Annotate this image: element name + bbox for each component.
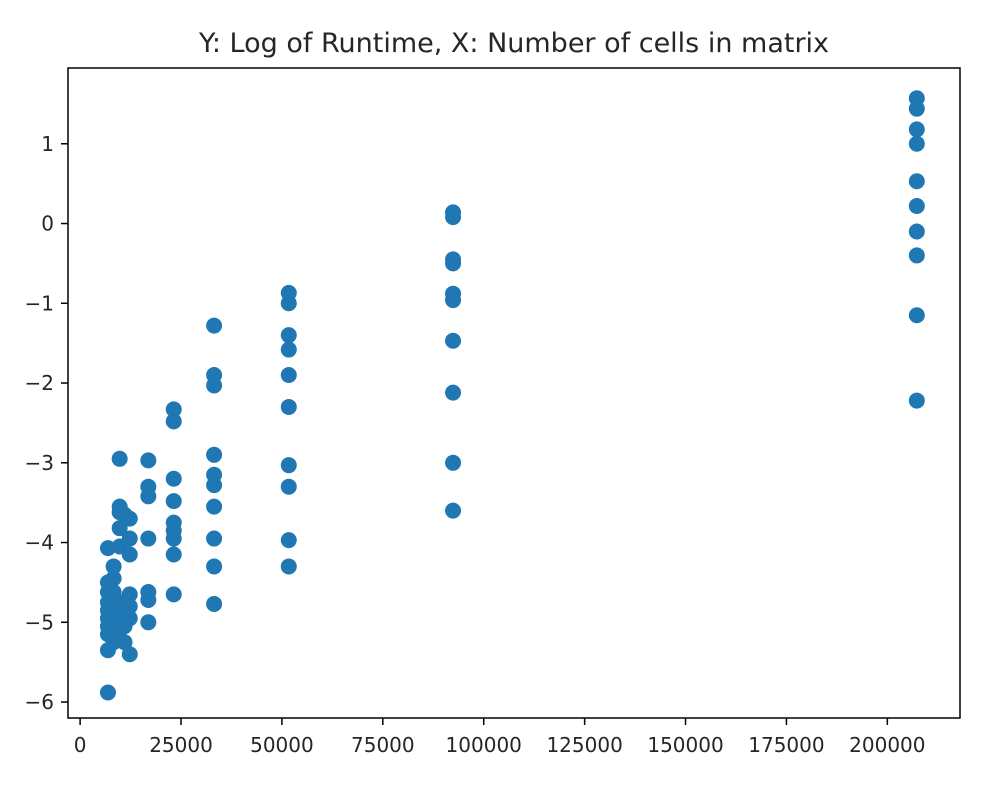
scatter-point — [908, 135, 925, 152]
x-tick-label: 200000 — [849, 733, 925, 757]
scatter-point — [206, 466, 223, 483]
scatter-point — [140, 530, 157, 547]
scatter-point — [908, 223, 925, 240]
scatter-point — [280, 532, 297, 549]
scatter-point — [280, 367, 297, 384]
scatter-point — [445, 384, 462, 401]
y-tick-label: 0 — [41, 212, 54, 236]
scatter-point — [116, 634, 133, 651]
y-tick-label: −4 — [25, 531, 54, 555]
x-tick-label: 150000 — [647, 733, 723, 757]
scatter-point — [445, 332, 462, 349]
y-tick-label: 1 — [41, 132, 54, 156]
scatter-point — [206, 595, 223, 612]
scatter-point — [908, 197, 925, 214]
scatter-point — [105, 570, 122, 587]
scatter-point — [165, 413, 182, 430]
scatter-point — [111, 520, 128, 537]
y-tick-label: −6 — [25, 690, 54, 714]
scatter-point — [140, 452, 157, 469]
scatter-point — [121, 530, 138, 547]
scatter-point — [140, 614, 157, 631]
scatter-point — [165, 401, 182, 418]
y-tick-label: −2 — [25, 371, 54, 395]
scatter-point — [280, 341, 297, 358]
scatter-point — [121, 586, 138, 603]
scatter-point — [105, 558, 122, 575]
scatter-point — [165, 493, 182, 510]
scatter-point — [445, 251, 462, 268]
scatter-point — [280, 398, 297, 415]
plot-frame — [67, 67, 961, 719]
scatter-point — [280, 478, 297, 495]
scatter-point — [908, 173, 925, 190]
scatter-point — [206, 367, 223, 384]
data-points — [99, 90, 925, 701]
scatter-point — [121, 646, 138, 663]
scatter-point — [908, 90, 925, 107]
scatter-point — [121, 546, 138, 563]
chart-title: Y: Log of Runtime, X: Number of cells in… — [198, 28, 829, 59]
axes: 0 25000 50000 75000 100000 125000 150000 175000… — [25, 67, 961, 757]
x-tick-label: 175000 — [748, 733, 824, 757]
scatter-point — [121, 510, 138, 527]
scatter-point — [165, 470, 182, 487]
x-tick-label: 25000 — [149, 733, 213, 757]
scatter-point — [445, 285, 462, 302]
scatter-point — [908, 392, 925, 409]
scatter-point — [99, 684, 116, 701]
y-tick-label: −1 — [25, 291, 54, 315]
y-tick-label: −5 — [25, 610, 54, 634]
scatter-point — [165, 514, 182, 531]
scatter-point — [165, 586, 182, 603]
scatter-point — [206, 530, 223, 547]
scatter-point — [280, 284, 297, 301]
x-tick-label: 0 — [74, 733, 87, 757]
x-tick-label: 50000 — [250, 733, 314, 757]
scatter-point — [206, 317, 223, 334]
scatter-point — [111, 450, 128, 467]
x-tick-label: 125000 — [546, 733, 622, 757]
x-tick-label: 75000 — [351, 733, 415, 757]
scatter-point — [121, 610, 138, 627]
scatter-point — [445, 502, 462, 519]
scatter-point — [206, 498, 223, 515]
scatter-point — [908, 247, 925, 264]
scatter-point — [206, 558, 223, 575]
scatter-point — [206, 446, 223, 463]
y-tick-label: −3 — [25, 451, 54, 475]
scatter-point — [165, 546, 182, 563]
scatter-point — [140, 583, 157, 600]
scatter-point — [140, 478, 157, 495]
scatter-point — [908, 307, 925, 324]
scatter-point — [445, 204, 462, 221]
scatter-point — [908, 121, 925, 138]
scatter-point — [280, 457, 297, 474]
x-tick-label: 100000 — [446, 733, 522, 757]
scatter-point — [280, 327, 297, 344]
scatter-point — [99, 540, 116, 557]
scatter-point — [121, 598, 138, 615]
scatter-point — [445, 454, 462, 471]
scatter-point — [280, 558, 297, 575]
